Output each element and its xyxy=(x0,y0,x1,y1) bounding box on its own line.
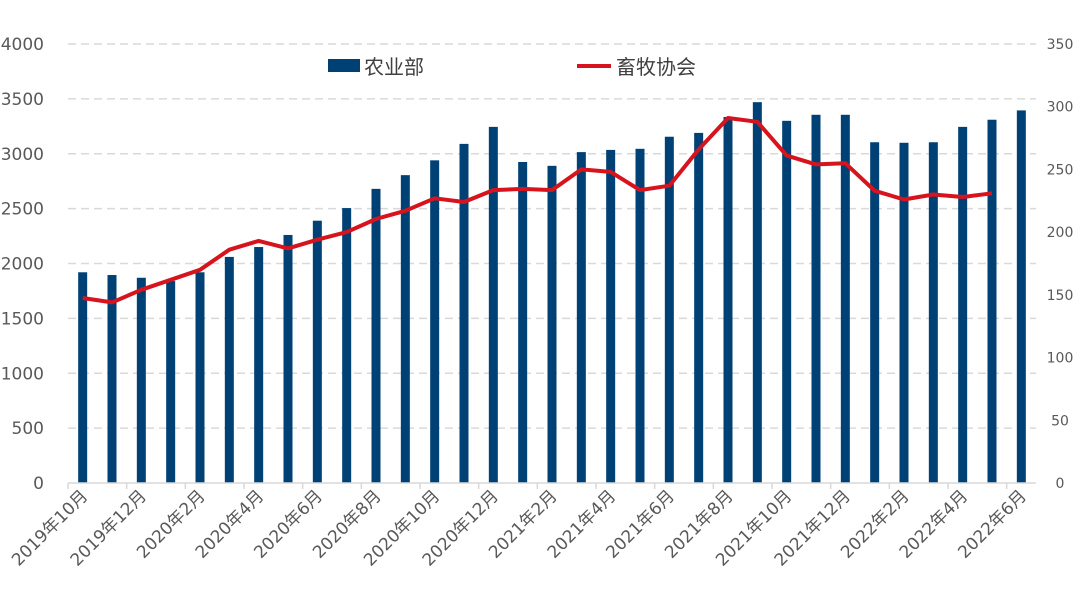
bar xyxy=(254,247,264,483)
bar xyxy=(488,126,498,483)
left-tick-label: 1000 xyxy=(1,364,44,384)
right-axis: 0 50 100 150 200 250 300 350 xyxy=(1047,37,1074,492)
left-tick-label: 0 xyxy=(33,474,44,494)
line-path xyxy=(82,116,993,305)
bar xyxy=(870,142,880,483)
bar xyxy=(1016,110,1026,484)
bar xyxy=(371,188,381,483)
legend-bar-swatch xyxy=(328,59,360,72)
bar xyxy=(107,275,117,483)
left-tick-label: 1500 xyxy=(1,309,44,329)
bar xyxy=(958,126,968,483)
bar xyxy=(312,220,322,483)
bar xyxy=(840,114,850,483)
bar xyxy=(987,119,997,483)
bar xyxy=(166,281,176,483)
right-tick-label: 200 xyxy=(1047,225,1074,241)
left-tick-label: 3000 xyxy=(1,145,44,165)
bar xyxy=(811,114,821,483)
right-tick-label: 350 xyxy=(1047,37,1074,53)
right-tick-label: 50 xyxy=(1051,413,1069,429)
bar xyxy=(664,136,674,483)
bar xyxy=(342,208,352,484)
right-tick-label: 250 xyxy=(1047,162,1074,178)
left-tick-label: 4000 xyxy=(1,35,44,55)
bar xyxy=(195,272,205,483)
bar xyxy=(78,272,88,483)
bar xyxy=(547,165,557,483)
bar xyxy=(752,102,762,483)
bar xyxy=(576,152,586,483)
left-tick-label: 500 xyxy=(12,419,44,439)
legend: 农业部 畜牧协会 xyxy=(328,55,696,79)
bar xyxy=(400,175,410,483)
left-tick-label: 3500 xyxy=(1,90,44,110)
left-axis: 0 500 1000 1500 2000 2500 3000 3500 4000 xyxy=(1,35,44,494)
line-series xyxy=(82,116,993,305)
bar xyxy=(782,120,792,483)
bar xyxy=(283,234,293,483)
bar xyxy=(459,143,469,483)
bar-series xyxy=(78,102,1026,484)
bar xyxy=(136,277,146,483)
bar xyxy=(224,256,234,483)
bar xyxy=(928,142,938,483)
legend-label-line: 畜牧协会 xyxy=(616,55,696,79)
x-axis: 2019年10月2019年12月2020年2月2020年4月2020年6月202… xyxy=(8,482,1036,570)
bar xyxy=(694,132,704,483)
bar xyxy=(518,161,528,483)
bar xyxy=(723,116,733,483)
left-tick-label: 2000 xyxy=(1,255,44,275)
bar xyxy=(430,160,440,483)
left-tick-label: 2500 xyxy=(1,200,44,220)
right-tick-label: 0 xyxy=(1056,476,1065,492)
legend-label-bar: 农业部 xyxy=(364,55,424,79)
bar xyxy=(635,148,645,483)
right-tick-label: 150 xyxy=(1047,288,1074,304)
right-tick-label: 300 xyxy=(1047,100,1074,116)
right-tick-label: 100 xyxy=(1047,351,1074,367)
bar xyxy=(606,149,616,483)
bar xyxy=(899,142,909,483)
